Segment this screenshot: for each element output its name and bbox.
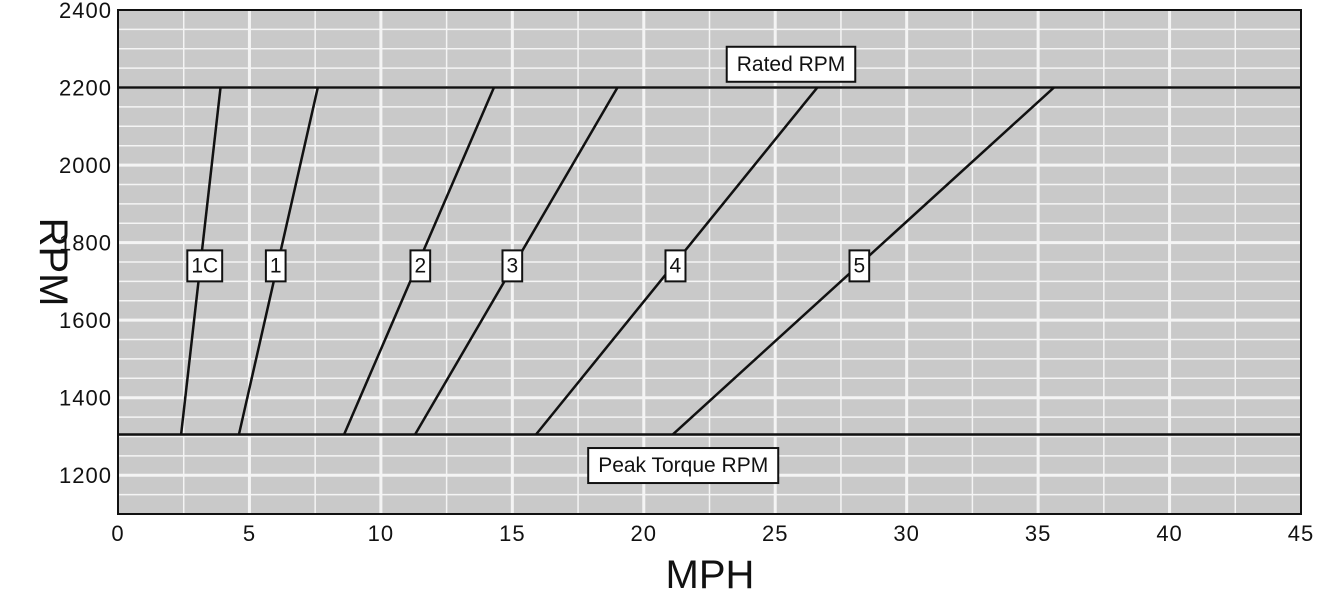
y-tick-label: 1800	[59, 231, 112, 256]
x-tick-label: 40	[1156, 521, 1182, 546]
x-tick-label: 15	[499, 521, 525, 546]
x-tick-label: 10	[368, 521, 394, 546]
gear-label-2-text: 2	[414, 254, 426, 277]
x-tick-label: 25	[762, 521, 788, 546]
label-peak-torque-rpm: Peak Torque RPM	[587, 447, 780, 485]
gear-label-1c: 1C	[186, 249, 224, 283]
tick-labels: 0 5 10 15 20 25 30 35 40 451200140016001800200022…	[59, 0, 1314, 546]
label-peak-torque-rpm-text: Peak Torque RPM	[598, 454, 768, 477]
x-tick-label: 5	[243, 521, 256, 546]
y-tick-label: 2000	[59, 153, 112, 178]
gear-label-5-box	[848, 249, 871, 283]
y-tick-label: 2400	[59, 0, 112, 23]
y-tick-label: 2200	[59, 76, 112, 101]
label-peak-torque-rpm-box	[587, 447, 780, 485]
gear-label-5-text: 5	[854, 254, 866, 277]
label-rated-rpm-text: Rated RPM	[737, 53, 846, 76]
y-tick-label: 1400	[59, 386, 112, 411]
gear-label-1c-text: 1C	[191, 254, 218, 277]
annotation-labels: Rated RPM Peak Torque RPM 1C 1 2 3 4 5	[186, 45, 871, 485]
x-tick-label: 20	[631, 521, 657, 546]
gear-label-2: 2	[409, 249, 432, 283]
plot-frame	[117, 9, 1302, 515]
reference-lines	[118, 86, 1301, 436]
y-axis-title: RPM	[31, 218, 75, 307]
gear-label-1: 1	[264, 249, 287, 283]
x-axis-title: MPH	[666, 553, 755, 594]
x-tick-label: 0	[111, 521, 124, 546]
y-tick-label: 1600	[59, 308, 112, 333]
gear-label-1-box	[264, 249, 287, 283]
gear-label-4-box	[664, 249, 687, 283]
gear-label-3: 3	[501, 249, 524, 283]
gear-label-3-text: 3	[506, 254, 518, 277]
gear-label-5: 5	[848, 249, 871, 283]
gear-label-1c-box	[186, 249, 224, 283]
gear-label-4: 4	[664, 249, 687, 283]
x-tick-label: 30	[893, 521, 919, 546]
gear-label-4-text: 4	[669, 254, 681, 277]
x-tick-label: 45	[1288, 521, 1314, 546]
gear-label-1-text: 1	[270, 254, 282, 277]
x-tick-label: 35	[1025, 521, 1051, 546]
gear-label-3-box	[501, 249, 524, 283]
label-rated-rpm-box	[725, 45, 857, 83]
label-rated-rpm: Rated RPM	[725, 45, 857, 83]
y-tick-label: 1200	[59, 463, 112, 488]
gear-label-2-box	[409, 249, 432, 283]
